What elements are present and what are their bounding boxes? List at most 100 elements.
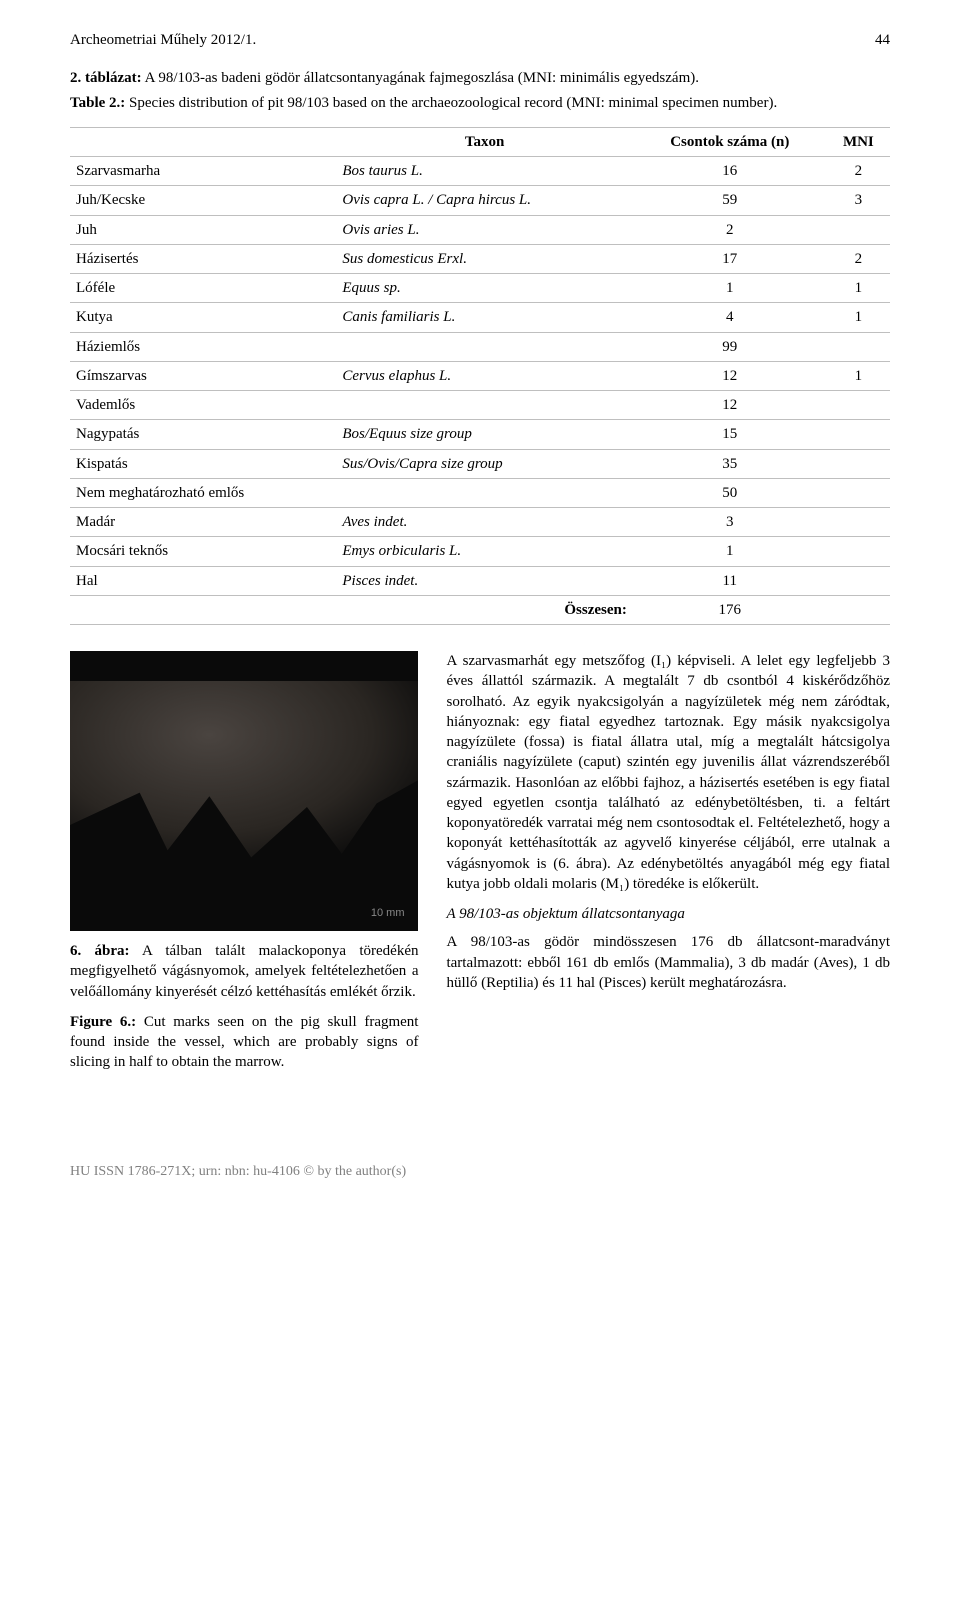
cell-taxon: Ovis aries L.	[336, 215, 632, 244]
caption-text-en: Species distribution of pit 98/103 based…	[125, 95, 777, 111]
cell-mni	[827, 566, 890, 595]
caption-label-hu: 2. táblázat:	[70, 70, 142, 86]
cell-common-name: Madár	[70, 508, 336, 537]
cell-common-name: Háziemlős	[70, 332, 336, 361]
cell-common-name: Nem meghatározható emlős	[70, 478, 336, 507]
cell-mni: 1	[827, 303, 890, 332]
cell-common-name: Kispatás	[70, 449, 336, 478]
cell-mni	[827, 449, 890, 478]
cell-count: 12	[633, 391, 827, 420]
table-row: JuhOvis aries L.2	[70, 215, 890, 244]
figure-image: 10 mm	[70, 651, 418, 931]
table-row: Háziemlős 99	[70, 332, 890, 361]
cell-taxon: Pisces indet.	[336, 566, 632, 595]
cell-mni	[827, 420, 890, 449]
table-row: GímszarvasCervus elaphus L.121	[70, 361, 890, 390]
body-paragraph-2: A 98/103-as gödör mindösszesen 176 db ál…	[446, 932, 890, 993]
cell-taxon	[336, 478, 632, 507]
table-row: HázisertésSus domesticus Erxl.172	[70, 244, 890, 273]
cell-count: 17	[633, 244, 827, 273]
cell-count: 1	[633, 537, 827, 566]
table-row: LóféleEquus sp.11	[70, 274, 890, 303]
caption-text-hu: A 98/103-as badeni gödör állatcsontanyag…	[142, 70, 699, 86]
cell-common-name: Házisertés	[70, 244, 336, 273]
cell-common-name: Juh	[70, 215, 336, 244]
cell-taxon: Emys orbicularis L.	[336, 537, 632, 566]
cell-count: 12	[633, 361, 827, 390]
cell-mni: 2	[827, 157, 890, 186]
cell-count: 59	[633, 186, 827, 215]
cell-mni	[827, 478, 890, 507]
cell-common-name: Nagypatás	[70, 420, 336, 449]
figure-label-en: Figure 6.:	[70, 1014, 136, 1030]
col-taxon: Taxon	[336, 127, 632, 156]
table-row: HalPisces indet.11	[70, 566, 890, 595]
cell-count: 35	[633, 449, 827, 478]
table-caption: 2. táblázat: A 98/103-as badeni gödör ál…	[70, 68, 890, 113]
bone-fragment-shape	[70, 681, 418, 861]
section-subhead: A 98/103-as objektum állatcsontanyaga	[446, 904, 890, 924]
scale-bar-label: 10 mm	[371, 906, 405, 921]
table-row: KutyaCanis familiaris L.41	[70, 303, 890, 332]
col-blank	[70, 127, 336, 156]
page-number: 44	[875, 30, 890, 50]
cell-mni	[827, 215, 890, 244]
cell-common-name: Lóféle	[70, 274, 336, 303]
cell-taxon: Aves indet.	[336, 508, 632, 537]
cell-common-name: Juh/Kecske	[70, 186, 336, 215]
left-column: 10 mm 6. ábra: A tálban talált malackopo…	[70, 651, 418, 1083]
table-total-row: Összesen:176	[70, 595, 890, 624]
table-row: SzarvasmarhaBos taurus L.162	[70, 157, 890, 186]
table-row: Vademlős 12	[70, 391, 890, 420]
cell-taxon: Cervus elaphus L.	[336, 361, 632, 390]
cell-taxon: Equus sp.	[336, 274, 632, 303]
right-column: A szarvasmarhát egy metszőfog (I₁) képvi…	[446, 651, 890, 1083]
page-footer: HU ISSN 1786-271X; urn: nbn: hu-4106 © b…	[70, 1163, 890, 1182]
caption-label-en: Table 2.:	[70, 95, 125, 111]
cell-mni: 1	[827, 274, 890, 303]
cell-count: 50	[633, 478, 827, 507]
cell-common-name: Mocsári teknős	[70, 537, 336, 566]
cell-count: 11	[633, 566, 827, 595]
cell-count: 15	[633, 420, 827, 449]
table-header-row: Taxon Csontok száma (n) MNI	[70, 127, 890, 156]
cell-taxon	[336, 332, 632, 361]
total-label: Összesen:	[336, 595, 632, 624]
cell-count: 2	[633, 215, 827, 244]
body-paragraph-1: A szarvasmarhát egy metszőfog (I₁) képvi…	[446, 651, 890, 894]
col-count: Csontok száma (n)	[633, 127, 827, 156]
table-row: MadárAves indet.3	[70, 508, 890, 537]
table-row: NagypatásBos/Equus size group15	[70, 420, 890, 449]
two-column-layout: 10 mm 6. ábra: A tálban talált malackopo…	[70, 651, 890, 1083]
table-row: Nem meghatározható emlős 50	[70, 478, 890, 507]
figure-label-hu: 6. ábra:	[70, 943, 130, 959]
col-mni: MNI	[827, 127, 890, 156]
cell-mni: 1	[827, 361, 890, 390]
total-value: 176	[633, 595, 827, 624]
cell-taxon: Bos/Equus size group	[336, 420, 632, 449]
cell-common-name: Gímszarvas	[70, 361, 336, 390]
table-row: Mocsári teknősEmys orbicularis L.1	[70, 537, 890, 566]
cell-count: 3	[633, 508, 827, 537]
cell-count: 4	[633, 303, 827, 332]
cell-count: 99	[633, 332, 827, 361]
table-row: Juh/KecskeOvis capra L. / Capra hircus L…	[70, 186, 890, 215]
species-table: Taxon Csontok száma (n) MNI Szarvasmarha…	[70, 127, 890, 625]
cell-taxon: Sus domesticus Erxl.	[336, 244, 632, 273]
cell-taxon: Sus/Ovis/Capra size group	[336, 449, 632, 478]
cell-common-name: Vademlős	[70, 391, 336, 420]
cell-mni: 2	[827, 244, 890, 273]
table-row: KispatásSus/Ovis/Capra size group35	[70, 449, 890, 478]
cell-mni	[827, 332, 890, 361]
cell-taxon: Canis familiaris L.	[336, 303, 632, 332]
cell-mni	[827, 508, 890, 537]
cell-mni: 3	[827, 186, 890, 215]
cell-common-name: Kutya	[70, 303, 336, 332]
cell-common-name: Szarvasmarha	[70, 157, 336, 186]
journal-title: Archeometriai Műhely 2012/1.	[70, 30, 256, 50]
cell-mni	[827, 537, 890, 566]
cell-count: 16	[633, 157, 827, 186]
cell-mni	[827, 391, 890, 420]
cell-common-name: Hal	[70, 566, 336, 595]
cell-taxon	[336, 391, 632, 420]
